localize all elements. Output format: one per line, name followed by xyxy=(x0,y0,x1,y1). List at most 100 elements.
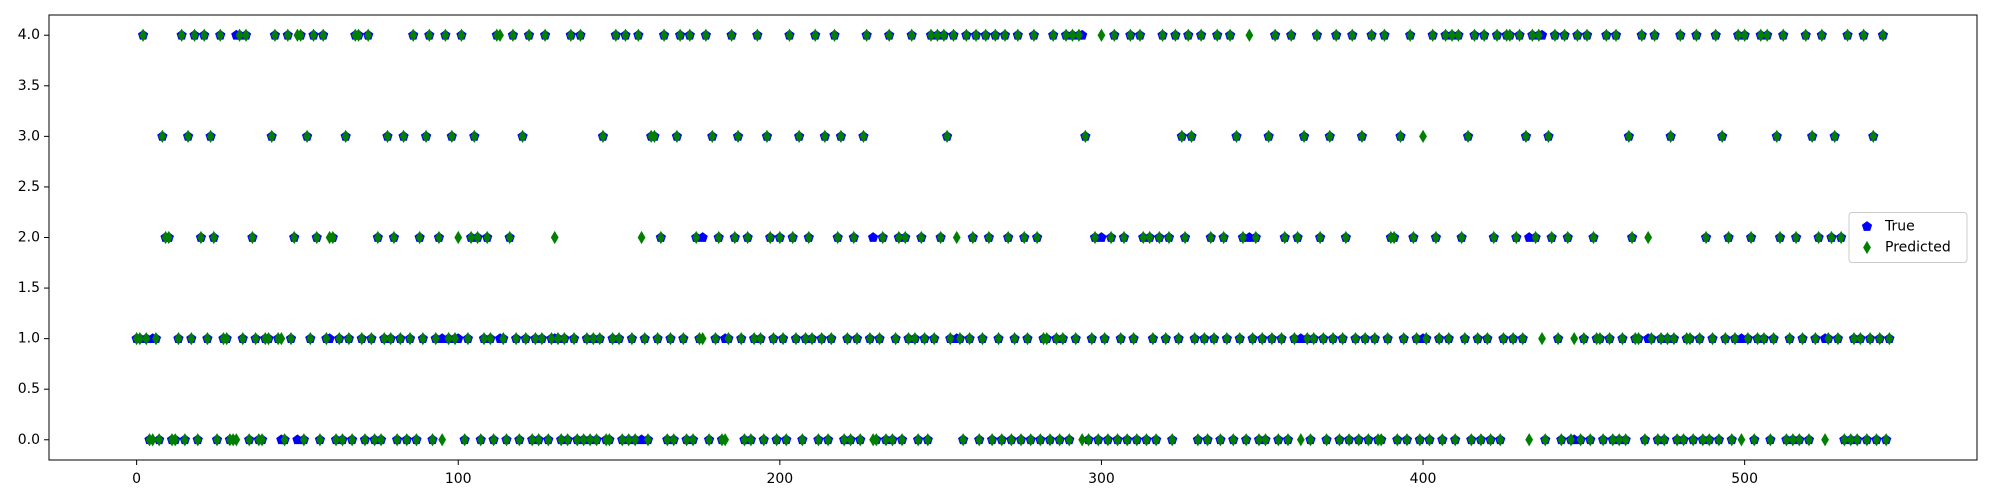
point xyxy=(171,433,180,447)
point xyxy=(1370,332,1379,346)
point xyxy=(1081,129,1090,143)
point xyxy=(480,332,488,346)
point xyxy=(1448,28,1456,42)
point xyxy=(412,433,421,447)
point xyxy=(1052,332,1061,346)
point xyxy=(894,230,903,245)
point xyxy=(1017,433,1025,447)
point xyxy=(1856,332,1865,346)
point xyxy=(1834,332,1842,346)
point xyxy=(1284,433,1292,447)
x-tick-label: 200 xyxy=(766,471,793,487)
point xyxy=(708,129,717,143)
point xyxy=(1673,433,1682,447)
point xyxy=(1197,28,1206,42)
point xyxy=(518,129,527,143)
point xyxy=(534,433,543,447)
point xyxy=(1689,433,1698,447)
point xyxy=(785,28,794,42)
point xyxy=(1158,28,1167,42)
point xyxy=(801,332,810,346)
point xyxy=(402,433,411,447)
point xyxy=(319,28,328,42)
point xyxy=(920,332,929,346)
point xyxy=(949,28,958,42)
point xyxy=(1084,433,1093,447)
point xyxy=(1814,230,1823,245)
point xyxy=(1731,332,1739,346)
point xyxy=(139,28,147,42)
point xyxy=(1550,28,1559,42)
point xyxy=(1226,28,1234,42)
point xyxy=(502,433,511,447)
point xyxy=(441,28,450,42)
point xyxy=(155,433,164,447)
point xyxy=(1055,433,1064,447)
point xyxy=(309,28,318,42)
point xyxy=(605,433,614,447)
point xyxy=(1544,129,1553,143)
point xyxy=(258,433,266,447)
point xyxy=(692,230,701,245)
point xyxy=(1795,433,1804,447)
point xyxy=(1747,230,1755,245)
point xyxy=(1229,433,1238,447)
point xyxy=(1573,28,1582,42)
point xyxy=(180,433,189,447)
point xyxy=(512,332,521,346)
point xyxy=(965,332,974,346)
point xyxy=(1245,28,1254,42)
point xyxy=(1033,230,1042,245)
point xyxy=(1721,332,1730,346)
point xyxy=(959,433,968,447)
point xyxy=(306,332,315,346)
point xyxy=(1869,129,1878,143)
point xyxy=(746,433,755,447)
point xyxy=(1669,332,1678,346)
point xyxy=(824,433,832,447)
point xyxy=(724,332,733,346)
point xyxy=(1313,28,1321,42)
point xyxy=(984,230,993,245)
point xyxy=(1100,332,1109,346)
point xyxy=(1319,332,1328,346)
point xyxy=(1042,332,1051,346)
point xyxy=(1499,332,1508,346)
point xyxy=(290,230,299,245)
point xyxy=(1091,230,1099,245)
point xyxy=(1203,433,1212,447)
point xyxy=(750,332,759,346)
y-tick-label: 0.0 xyxy=(18,432,40,448)
point xyxy=(1486,433,1495,447)
point xyxy=(1862,433,1871,447)
point xyxy=(431,332,440,346)
point xyxy=(608,332,617,346)
point xyxy=(1441,28,1450,42)
point xyxy=(537,332,546,346)
point xyxy=(373,230,382,245)
point xyxy=(1596,332,1604,346)
point xyxy=(898,433,906,447)
point xyxy=(1036,433,1045,447)
point xyxy=(1830,129,1839,143)
point xyxy=(763,129,771,143)
point xyxy=(1843,28,1852,42)
point xyxy=(1248,332,1257,346)
point xyxy=(1637,28,1646,42)
point xyxy=(856,433,865,447)
legend: True Predicted xyxy=(1848,212,1968,263)
point xyxy=(660,28,668,42)
point xyxy=(152,332,160,346)
point xyxy=(1496,433,1505,447)
point xyxy=(142,332,151,346)
point xyxy=(1383,332,1392,346)
point xyxy=(904,332,913,346)
point xyxy=(1763,28,1772,42)
point xyxy=(891,332,900,346)
point xyxy=(628,332,636,346)
point xyxy=(1136,28,1144,42)
point xyxy=(840,433,849,447)
point xyxy=(830,28,839,42)
point xyxy=(991,28,1000,42)
point xyxy=(1538,332,1546,346)
